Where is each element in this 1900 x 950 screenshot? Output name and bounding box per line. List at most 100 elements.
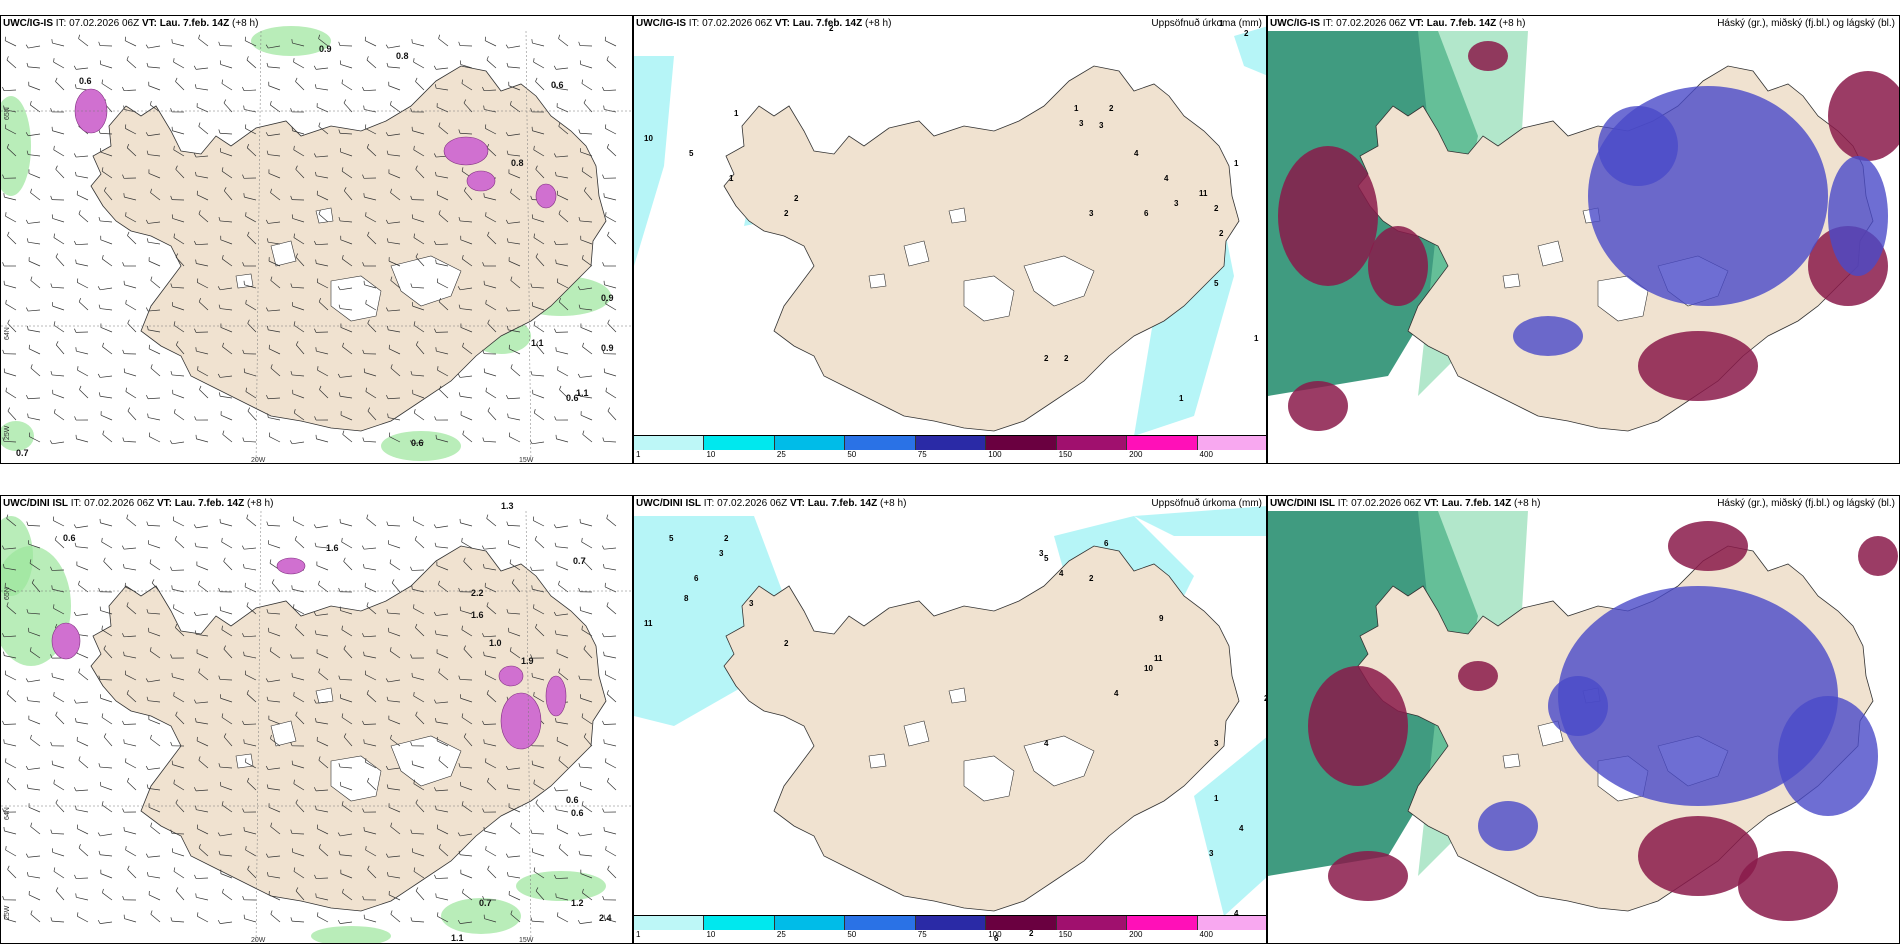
wind-shade <box>516 871 606 901</box>
mid-cloud-area <box>1738 851 1838 921</box>
colorbar-swatch <box>845 436 916 450</box>
wind-value: 0.8 <box>511 158 524 168</box>
panel-header: UWC/IG-IS IT: 07.02.2026 06Z VT: Lau. 7.… <box>636 18 892 29</box>
lat-label-64n: 64N <box>4 807 11 820</box>
precip-value: 2 <box>1089 574 1094 583</box>
precip-value: 6 <box>994 934 999 943</box>
snow-area <box>500 692 542 750</box>
precip-value: 1 <box>1074 104 1079 113</box>
panel-header: UWC/IG-IS IT: 07.02.2026 06Z VT: Lau. 7.… <box>3 18 259 29</box>
precip-value: 1 <box>1234 159 1239 168</box>
colorbar-swatch <box>845 916 916 930</box>
iceland-landmass <box>723 545 1240 912</box>
colorbar-swatch <box>704 916 775 930</box>
wind-value: 0.8 <box>396 51 409 61</box>
wind-value: 1.0 <box>489 638 502 648</box>
colorbar-swatch <box>986 916 1057 930</box>
low-cloud-area <box>1548 676 1608 736</box>
colorbar-swatch <box>1197 436 1266 450</box>
snow-area <box>545 675 567 717</box>
colorbar-swatch <box>1127 436 1198 450</box>
iceland-landmass <box>723 65 1240 432</box>
precip-value: 3 <box>1039 549 1044 558</box>
lon-label-15w: 15W <box>519 457 534 464</box>
mid-cloud-area <box>1828 71 1899 161</box>
precip-value: 2 <box>1064 354 1069 363</box>
colorbar-label: 400 <box>1199 450 1213 459</box>
precip-value: 9 <box>1159 614 1164 623</box>
precip-value: 4 <box>1059 569 1064 578</box>
wind-value: 0.9 <box>319 44 332 54</box>
precip-value: 3 <box>1089 209 1094 218</box>
low-cloud-area <box>1828 156 1888 276</box>
precip-value: 5 <box>1044 554 1049 563</box>
precip-value: 5 <box>1214 279 1219 288</box>
lat-lon-grid <box>1 30 632 463</box>
wind-value: 0.9 <box>601 343 614 353</box>
precip-panel-row2: UWC/DINI ISL IT: 07.02.2026 06Z VT: Lau.… <box>633 495 1267 944</box>
colorbar-label: 50 <box>847 450 857 459</box>
mid-cloud-area <box>1458 661 1498 691</box>
precip-panel-row1: UWC/IG-IS IT: 07.02.2026 06Z VT: Lau. 7.… <box>633 15 1267 464</box>
low-cloud-area <box>1513 316 1583 356</box>
colorbar-label: 200 <box>1129 930 1143 939</box>
precip-value: 1 <box>1219 19 1224 28</box>
lon-label-25w: 25W <box>4 905 11 920</box>
colorbar-swatch <box>986 436 1057 450</box>
precip-value: 3 <box>1099 121 1104 130</box>
lon-label-25w: 25W <box>4 425 11 440</box>
colorbar-swatch <box>634 436 705 450</box>
precip-value: 2 <box>829 24 834 33</box>
precip-value: 2 <box>784 209 789 218</box>
wind-value: 0.7 <box>479 898 492 908</box>
colorbar-label: 200 <box>1129 450 1143 459</box>
wind-value: 0.6 <box>411 438 424 448</box>
colorbar-swatch <box>774 916 846 930</box>
precip-value: 10 <box>644 134 653 143</box>
precip-value: 3 <box>1209 849 1214 858</box>
wind-map: 20W 15W 25W 65N 64N 0.6 1.6 1.3 0.7 2.2 1.6 1.9 0.6 1… <box>1 501 632 944</box>
colorbar-swatch <box>774 436 846 450</box>
precip-area <box>1134 506 1266 536</box>
mid-cloud-area <box>1668 521 1748 571</box>
lat-label-64n: 64N <box>4 327 11 340</box>
precip-value: 1 <box>734 109 739 118</box>
precip-value: 3 <box>1079 119 1084 128</box>
panel-header: UWC/DINI ISL IT: 07.02.2026 06Z VT: Lau.… <box>3 498 274 509</box>
mid-cloud-area <box>1638 816 1758 896</box>
colorbar-label: 50 <box>847 930 857 939</box>
wind-map: 20W 15W 25W 65N 64N 0.6 0.9 0.8 0.6 0.8 0.9 1.1 0.9 0… <box>1 26 632 464</box>
mid-cloud-area <box>1288 381 1348 431</box>
colorbar-label: 75 <box>917 930 927 939</box>
mid-cloud-area <box>1308 666 1408 786</box>
cloud-panel-row1: UWC/IG-IS IT: 07.02.2026 06Z VT: Lau. 7.… <box>1267 15 1900 464</box>
colorbar-swatch <box>1056 436 1128 450</box>
precip-value: 2 <box>1244 29 1249 38</box>
colorbar-label: 10 <box>706 930 716 939</box>
wind-value: 1.2 <box>571 898 584 908</box>
precip-value: 1 <box>1214 794 1219 803</box>
precip-value: 1 <box>1254 334 1259 343</box>
colorbar-label: 1 <box>636 930 641 939</box>
wind-panel-row1: UWC/IG-IS IT: 07.02.2026 06Z VT: Lau. 7.… <box>0 15 633 464</box>
precip-value: 10 <box>1144 664 1153 673</box>
mid-cloud-area <box>1468 41 1508 71</box>
precip-value: 4 <box>1114 689 1119 698</box>
low-cloud-area <box>1478 801 1538 851</box>
colorbar-swatch <box>704 436 775 450</box>
colorbar-label: 100 <box>988 450 1002 459</box>
precip-value: 2 <box>1264 694 1267 703</box>
cloud-map <box>1268 31 1899 463</box>
wind-value: 0.6 <box>566 393 579 403</box>
lat-label-65n: 65N <box>4 587 11 600</box>
colorbar-swatch <box>915 916 987 930</box>
precip-value: 11 <box>1154 654 1163 663</box>
wind-shade <box>311 926 391 943</box>
wind-shade <box>441 898 521 934</box>
mid-cloud-area <box>1278 146 1378 286</box>
precip-value: 3 <box>1174 199 1179 208</box>
lon-label-20w: 20W <box>251 937 266 944</box>
precip-area <box>1234 26 1266 76</box>
precip-colorbar: 1 10 25 50 75 100 150 200 400 <box>634 915 1266 939</box>
wind-shade <box>1 96 31 196</box>
